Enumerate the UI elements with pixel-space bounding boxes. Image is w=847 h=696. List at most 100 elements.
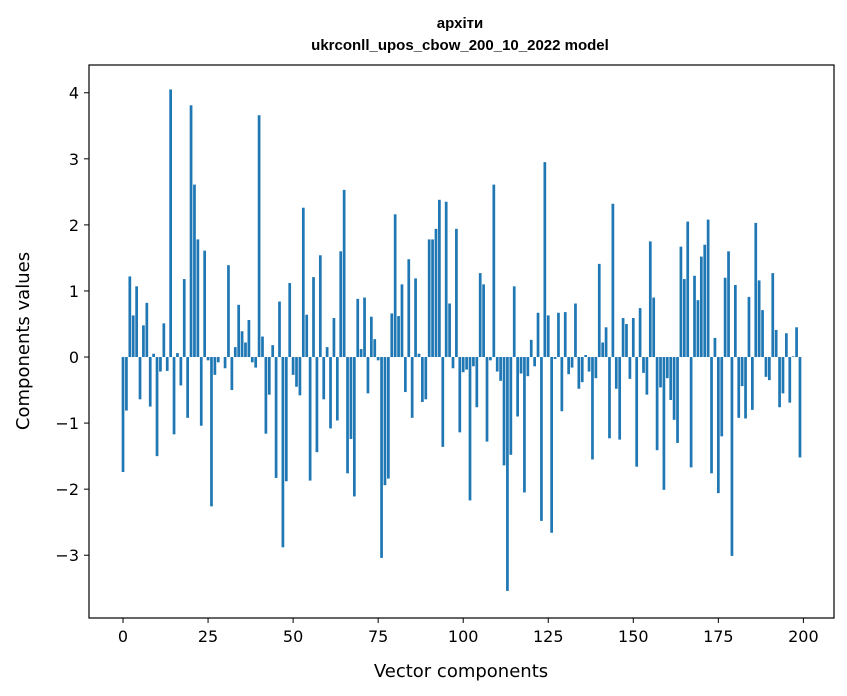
bar bbox=[383, 357, 387, 486]
bar bbox=[387, 357, 390, 479]
bar bbox=[203, 250, 207, 358]
bar bbox=[642, 357, 645, 373]
bar bbox=[193, 184, 196, 358]
bar bbox=[128, 276, 132, 358]
x-tick-label: 200 bbox=[788, 627, 819, 646]
bar bbox=[492, 184, 496, 358]
bar bbox=[189, 105, 193, 358]
bar bbox=[264, 357, 268, 434]
bar bbox=[342, 189, 346, 358]
bar bbox=[485, 357, 489, 442]
bar bbox=[747, 296, 751, 358]
bar bbox=[648, 241, 652, 358]
bar bbox=[560, 357, 564, 412]
bar bbox=[781, 357, 785, 394]
bar bbox=[400, 284, 404, 358]
bar bbox=[278, 301, 281, 358]
bar bbox=[308, 357, 312, 481]
bar bbox=[172, 357, 176, 435]
bar bbox=[764, 357, 768, 377]
bar bbox=[291, 357, 295, 375]
bars-group bbox=[121, 89, 802, 591]
bar bbox=[356, 298, 360, 358]
bar bbox=[696, 300, 700, 358]
bar bbox=[244, 342, 247, 358]
bar bbox=[322, 357, 326, 400]
bar bbox=[543, 162, 547, 358]
bar bbox=[730, 357, 734, 556]
bar bbox=[465, 357, 468, 370]
bar bbox=[672, 357, 676, 420]
bar bbox=[733, 285, 737, 358]
bar bbox=[716, 357, 720, 494]
bar bbox=[519, 357, 523, 374]
x-tick-label: 50 bbox=[283, 627, 303, 646]
bar bbox=[461, 357, 465, 373]
bar bbox=[349, 357, 353, 439]
bar bbox=[179, 357, 183, 386]
bar bbox=[301, 207, 305, 358]
bar bbox=[438, 199, 441, 358]
bar bbox=[502, 357, 506, 466]
bar bbox=[404, 357, 407, 393]
bar bbox=[254, 357, 258, 368]
bar bbox=[604, 327, 608, 358]
bar bbox=[601, 342, 605, 358]
bar bbox=[407, 259, 411, 358]
bar bbox=[727, 251, 730, 358]
x-axis-ticks: 0 25 50 75 100 125 150 175 200 bbox=[118, 618, 819, 646]
bar bbox=[230, 357, 234, 391]
bar bbox=[652, 297, 656, 358]
bar bbox=[431, 239, 434, 358]
bar bbox=[216, 357, 220, 363]
bar bbox=[580, 357, 584, 383]
bar bbox=[135, 286, 138, 358]
bar bbox=[740, 357, 744, 387]
bar bbox=[339, 251, 343, 358]
y-tick-label: 2 bbox=[69, 216, 79, 235]
bar bbox=[434, 228, 438, 358]
bar bbox=[196, 239, 200, 358]
y-axis-label: Components values bbox=[13, 252, 34, 430]
bar bbox=[710, 357, 713, 474]
bar bbox=[723, 277, 727, 358]
bar bbox=[267, 357, 271, 395]
x-tick-label: 0 bbox=[118, 627, 128, 646]
bar bbox=[553, 357, 557, 360]
bar bbox=[148, 357, 152, 407]
bar bbox=[410, 357, 414, 418]
bar bbox=[679, 246, 683, 358]
bar bbox=[458, 357, 462, 433]
bar bbox=[247, 320, 251, 358]
bar bbox=[546, 315, 550, 358]
bar bbox=[618, 357, 622, 440]
bar bbox=[570, 357, 574, 368]
bar bbox=[448, 303, 451, 358]
bar bbox=[720, 357, 724, 437]
bar bbox=[472, 357, 475, 367]
bar bbox=[665, 357, 669, 379]
bar bbox=[591, 357, 594, 460]
bar bbox=[237, 304, 241, 358]
bar bbox=[584, 355, 588, 358]
bar bbox=[614, 357, 618, 389]
bar bbox=[659, 357, 662, 388]
bar bbox=[550, 357, 554, 533]
bar bbox=[159, 357, 162, 372]
bar bbox=[475, 357, 479, 408]
bar bbox=[798, 357, 802, 458]
bar bbox=[155, 357, 159, 457]
bar bbox=[213, 357, 217, 375]
chart-title-line1: архіти bbox=[437, 15, 483, 32]
bar bbox=[295, 357, 298, 387]
bar bbox=[625, 323, 628, 358]
y-tick-label: −2 bbox=[55, 480, 79, 499]
x-tick-label: 100 bbox=[448, 627, 479, 646]
bar bbox=[526, 357, 530, 377]
bar bbox=[563, 312, 567, 358]
bar bbox=[713, 337, 717, 358]
bar bbox=[250, 357, 254, 363]
bar bbox=[274, 357, 278, 478]
